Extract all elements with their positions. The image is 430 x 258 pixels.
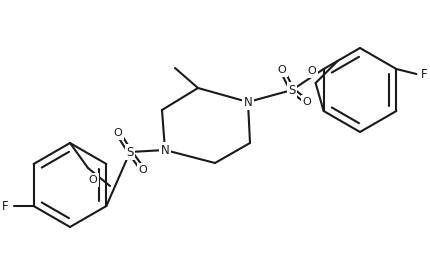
Text: O: O: [138, 165, 147, 175]
Text: N: N: [244, 95, 252, 109]
Text: S: S: [126, 146, 134, 158]
Text: O: O: [114, 128, 123, 138]
Text: S: S: [288, 84, 296, 96]
Text: O: O: [307, 66, 316, 76]
Text: F: F: [421, 68, 428, 80]
Text: F: F: [2, 199, 9, 213]
Text: O: O: [278, 65, 286, 75]
Text: O: O: [89, 175, 97, 185]
Text: O: O: [303, 97, 311, 107]
Text: N: N: [161, 143, 169, 157]
